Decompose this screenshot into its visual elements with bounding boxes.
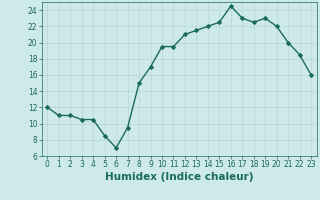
X-axis label: Humidex (Indice chaleur): Humidex (Indice chaleur) (105, 172, 253, 182)
